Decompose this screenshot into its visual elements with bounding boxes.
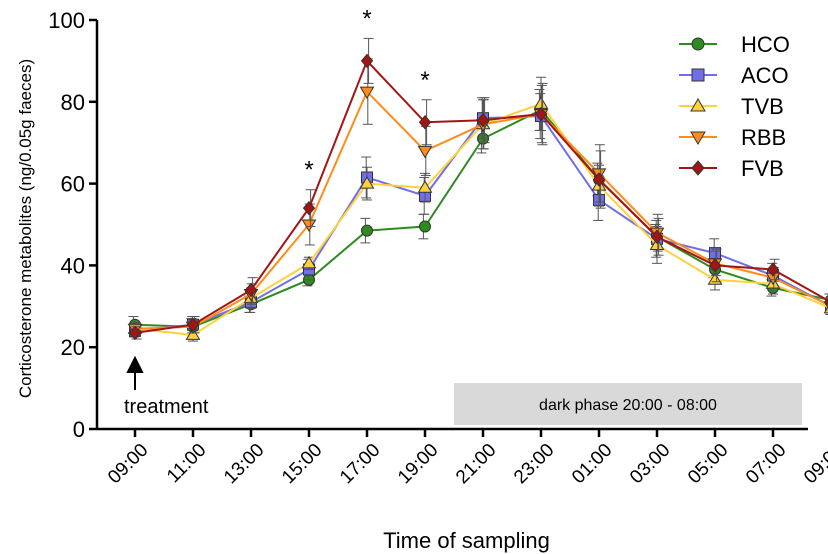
data-point-fvb — [418, 114, 432, 130]
data-point-tvb — [707, 272, 723, 285]
significance-star: * — [362, 5, 371, 32]
y-tick-label: 0 — [73, 417, 85, 442]
y-tick-label: 60 — [61, 172, 85, 197]
x-axis-label: Time of sampling — [383, 528, 550, 553]
series-rbb — [127, 58, 828, 337]
x-tick-label: 19:00 — [394, 440, 442, 488]
data-point-rbb — [359, 86, 375, 100]
data-point-fvb — [534, 106, 548, 122]
series-line-fvb — [134, 59, 828, 334]
data-point-tvb — [533, 96, 549, 109]
dark-phase-label: dark phase 20:00 - 08:00 — [539, 397, 717, 414]
dark-phase-rect — [454, 383, 802, 425]
data-point-fvb — [244, 282, 258, 298]
x-tick-label: 09:00 — [104, 440, 152, 488]
legend-marker — [690, 131, 706, 145]
significance-star: * — [304, 157, 313, 184]
x-tick-label: 09:00 — [800, 440, 828, 488]
y-tick-label: 80 — [61, 90, 85, 115]
y-tick-label: 20 — [61, 335, 85, 360]
data-point-fvb — [128, 325, 142, 341]
data-point-tvb — [359, 176, 375, 189]
data-point-hco — [361, 224, 373, 237]
x-tick-label: 01:00 — [568, 440, 616, 488]
legend-marker — [690, 98, 706, 112]
treatment-annotation: treatment — [124, 355, 209, 418]
data-point-fvb — [476, 112, 490, 128]
y-tick-label: 100 — [48, 8, 85, 33]
data-point-tvb — [417, 180, 433, 193]
dark-phase-band: dark phase 20:00 - 08:00 — [454, 383, 802, 425]
x-tick-label: 23:00 — [510, 440, 558, 488]
legend-label: HCO — [741, 32, 790, 57]
legend: HCO ACO TVB RBB FVB — [679, 32, 790, 181]
x-tick-label: 17:00 — [336, 440, 384, 488]
x-tick-label: 05:00 — [684, 440, 732, 488]
legend-label: FVB — [741, 156, 784, 181]
x-tick-label: 15:00 — [278, 440, 326, 488]
data-point-fvb — [824, 298, 828, 306]
data-point-hco — [419, 220, 431, 233]
legend-label: TVB — [741, 94, 784, 119]
x-tick-label: 07:00 — [742, 440, 790, 488]
legend-item-tvb: TVB — [679, 94, 784, 119]
legend-label: ACO — [741, 63, 789, 88]
data-point-fvb — [766, 262, 780, 277]
data-point-rbb — [417, 145, 433, 159]
y-tick-label: 40 — [61, 253, 85, 278]
legend-marker — [691, 68, 705, 82]
significance-star: * — [420, 67, 429, 94]
legend-item-fvb: FVB — [679, 156, 784, 181]
y-axis-label: Corticosterone metabolites (ng/0.05g fae… — [16, 59, 35, 398]
treatment-arrow-icon — [126, 355, 144, 390]
legend-item-rbb: RBB — [679, 125, 786, 150]
x-tick-label: 03:00 — [626, 440, 674, 488]
data-point-fvb — [592, 172, 606, 187]
legend-label: RBB — [741, 125, 786, 150]
legend-marker — [691, 37, 705, 51]
x-tick-label: 21:00 — [452, 440, 500, 488]
legend-item-aco: ACO — [679, 63, 789, 88]
series-fvb — [128, 37, 828, 341]
treatment-label: treatment — [124, 396, 209, 418]
legend-marker — [691, 160, 705, 176]
significance-marks: * * * — [304, 5, 429, 183]
series-layer — [127, 37, 828, 342]
data-point-fvb — [650, 229, 664, 245]
data-point-fvb — [302, 200, 316, 216]
data-point-rbb — [301, 219, 317, 232]
data-point-tvb — [301, 255, 317, 269]
data-point-fvb — [360, 53, 374, 69]
x-tick-label: 13:00 — [220, 440, 268, 488]
data-point-fvb — [708, 258, 722, 273]
x-tick-label: 11:00 — [163, 440, 210, 487]
data-point-fvb — [186, 317, 200, 332]
legend-item-hco: HCO — [679, 32, 790, 57]
